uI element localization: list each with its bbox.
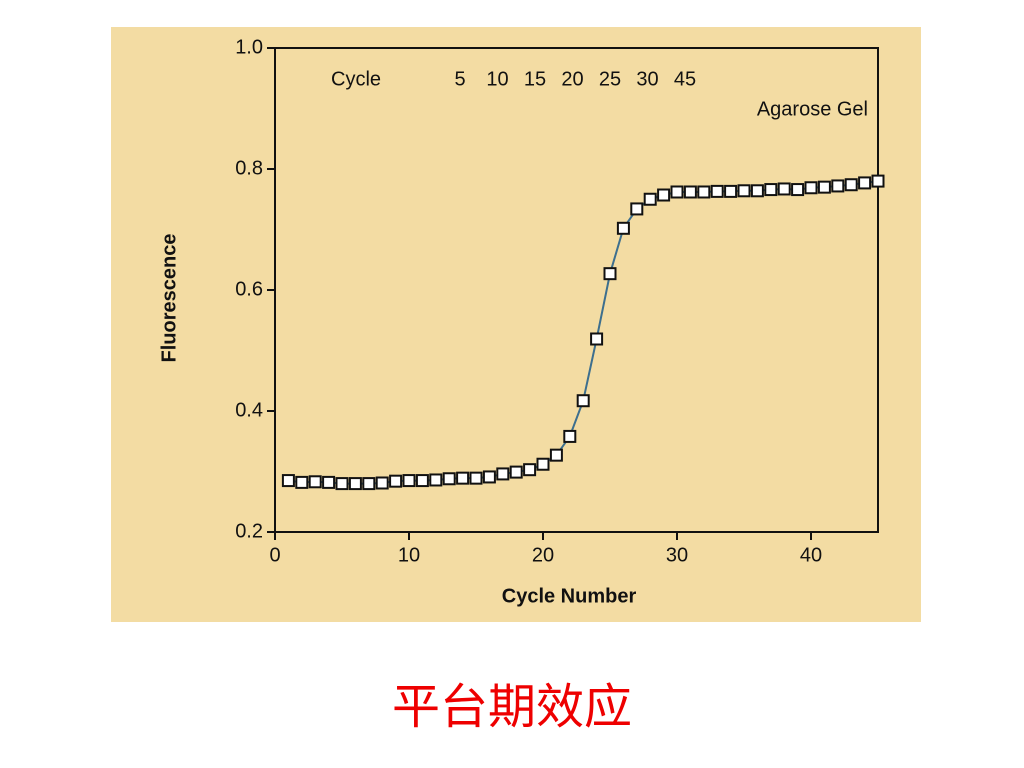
data-marker <box>844 178 858 192</box>
data-marker <box>442 472 456 486</box>
y-tick-label: 0.8 <box>235 157 263 179</box>
x-tick-label: 40 <box>800 544 822 566</box>
data-marker <box>415 474 429 488</box>
data-marker <box>362 477 376 491</box>
data-marker <box>630 202 644 216</box>
data-marker <box>469 471 483 485</box>
data-marker <box>308 475 322 489</box>
y-tick-label: 1.0 <box>235 36 263 58</box>
data-marker <box>643 192 657 206</box>
data-marker <box>710 184 724 198</box>
data-marker <box>549 448 563 462</box>
data-marker <box>429 473 443 487</box>
data-marker <box>858 176 872 190</box>
data-marker <box>590 332 604 346</box>
data-marker <box>509 465 523 479</box>
data-marker <box>576 394 590 408</box>
data-marker <box>348 477 362 491</box>
gel-lane-label: 5 <box>454 68 465 90</box>
data-marker <box>683 185 697 199</box>
data-marker <box>295 475 309 489</box>
data-marker <box>322 475 336 489</box>
y-axis-label: Fluorescence <box>158 234 180 363</box>
gel-lane-label: 15 <box>524 68 546 90</box>
data-marker <box>791 183 805 197</box>
chart-background <box>111 27 921 622</box>
x-tick-label: 0 <box>269 544 280 566</box>
data-marker <box>496 467 510 481</box>
data-marker <box>603 267 617 281</box>
y-tick-label: 0.6 <box>235 278 263 300</box>
data-marker <box>697 185 711 199</box>
gel-lane-label: 20 <box>561 68 583 90</box>
data-marker <box>375 476 389 490</box>
data-marker <box>831 179 845 193</box>
data-marker <box>402 474 416 488</box>
data-marker <box>817 180 831 194</box>
y-tick-label: 0.4 <box>235 399 263 421</box>
data-marker <box>724 184 738 198</box>
data-marker <box>750 184 764 198</box>
data-marker <box>536 457 550 471</box>
gel-lane-label: 25 <box>599 68 621 90</box>
gel-lanes-label: Cycle <box>331 68 381 90</box>
data-marker <box>523 463 537 477</box>
data-marker <box>804 181 818 195</box>
data-marker <box>670 185 684 199</box>
data-marker <box>764 183 778 197</box>
data-marker <box>871 174 885 188</box>
data-marker <box>389 474 403 488</box>
data-marker <box>456 471 470 485</box>
data-marker <box>657 188 671 202</box>
x-axis-label: Cycle Number <box>502 585 637 607</box>
data-marker <box>281 474 295 488</box>
slide-title: 平台期效应 <box>392 679 632 735</box>
data-marker <box>777 182 791 196</box>
gel-lane-label: 10 <box>486 68 508 90</box>
data-marker <box>616 221 630 235</box>
data-marker <box>335 477 349 491</box>
x-tick-label: 30 <box>666 544 688 566</box>
y-tick-label: 0.2 <box>235 520 263 542</box>
x-tick-label: 20 <box>532 544 554 566</box>
gel-label: Agarose Gel <box>757 98 868 120</box>
data-marker <box>737 184 751 198</box>
gel-lane-label: 45 <box>674 68 696 90</box>
data-marker <box>482 470 496 484</box>
x-tick-label: 10 <box>398 544 420 566</box>
gel-lane-label: 30 <box>636 68 658 90</box>
data-marker <box>563 429 577 443</box>
